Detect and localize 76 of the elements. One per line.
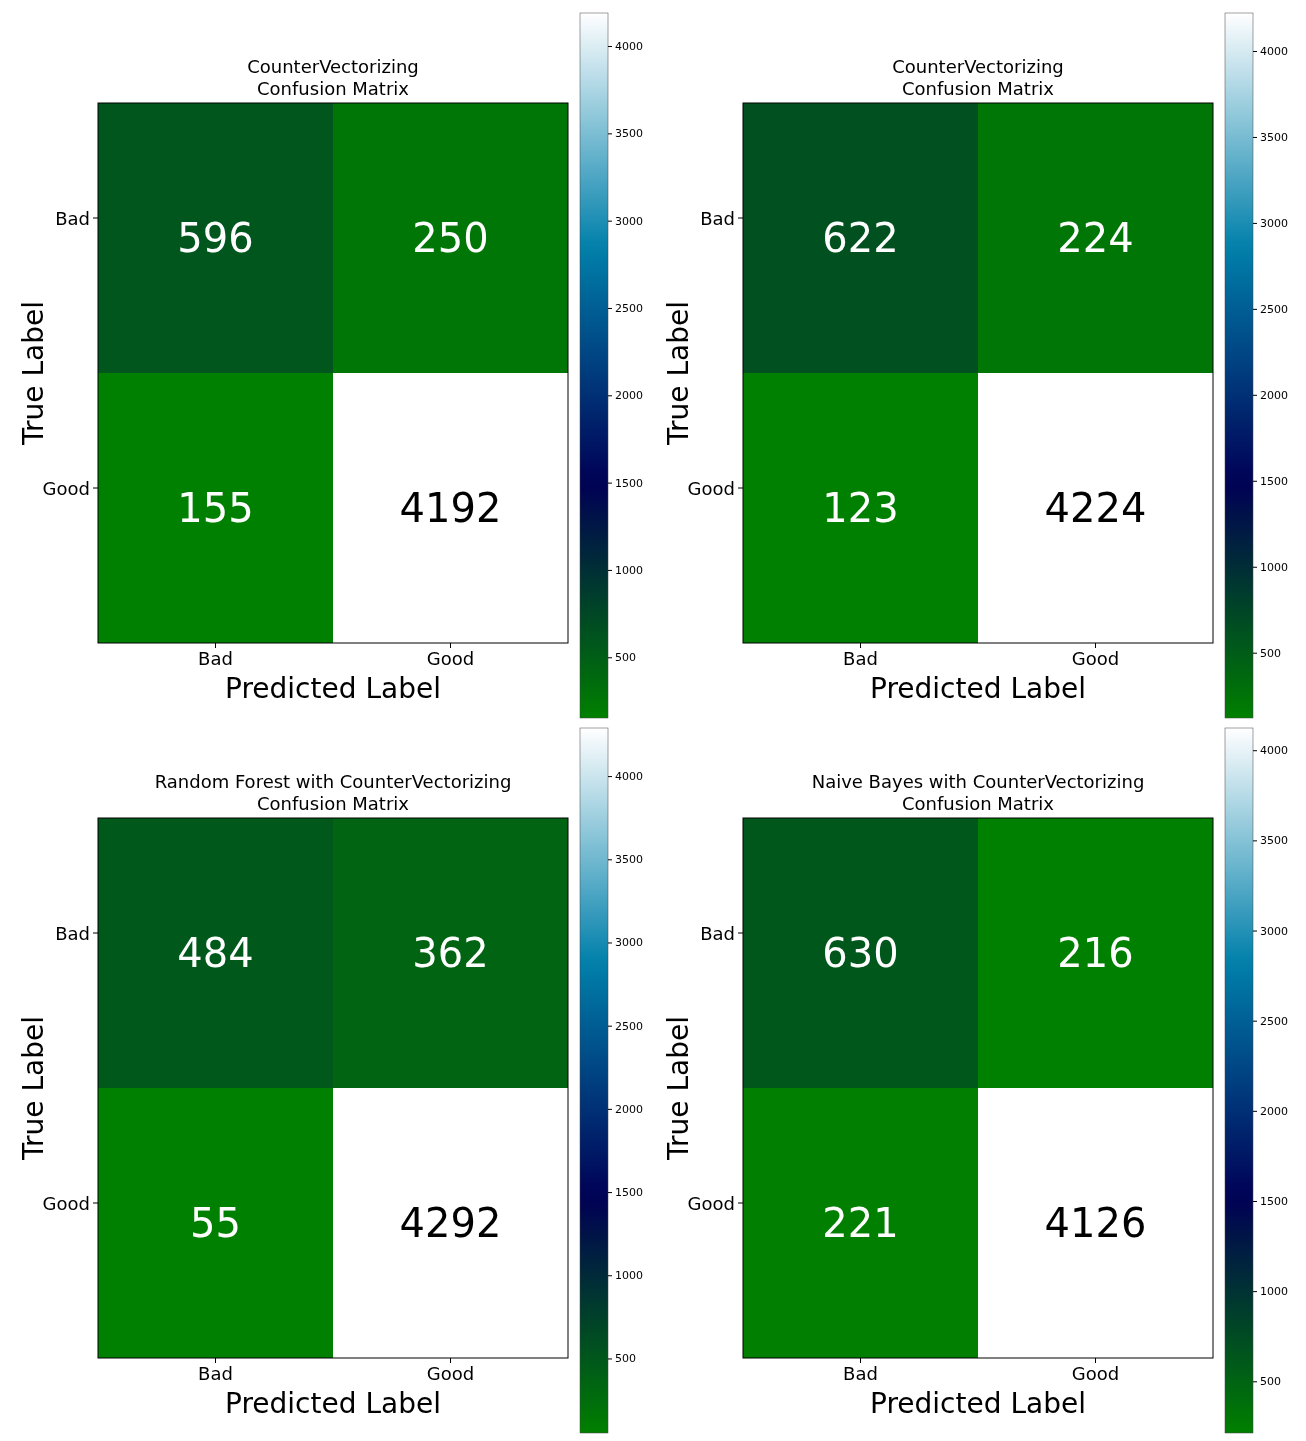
x-axis-title: Predicted Label: [870, 1387, 1086, 1420]
y-tick-label: Good: [42, 1192, 90, 1214]
color-bar-label: 1000: [615, 1269, 643, 1283]
data-label: 221: [822, 1200, 899, 1246]
color-bar-label: 2000: [615, 389, 643, 403]
y-axis-title: True Label: [17, 301, 50, 446]
x-axis-title: Predicted Label: [225, 1387, 441, 1420]
x-tick-label: Good: [1071, 648, 1120, 669]
color-bar-label: 4000: [1260, 744, 1288, 758]
color-bar-label: 3500: [1260, 834, 1288, 848]
color-bar-label: 1000: [1260, 560, 1288, 574]
data-label: 55: [190, 1200, 241, 1246]
chart-title: Random Forest with CounterVectorizing Confusion Matrix: [154, 771, 512, 814]
y-tick-label: Good: [687, 1192, 735, 1214]
color-bar-label: 1500: [1260, 1194, 1288, 1208]
x-tick-label: Good: [426, 648, 475, 669]
x-tick-label: Bad: [198, 648, 233, 669]
data-label: 250: [412, 215, 489, 261]
color-bar-label: 4000: [615, 40, 643, 54]
color-bar-label: 3000: [1260, 216, 1288, 230]
data-label: 630: [822, 930, 899, 976]
x-tick-label: Bad: [843, 1363, 878, 1384]
x-tick-label: Good: [426, 1363, 475, 1384]
y-axis-title: True Label: [17, 1016, 50, 1161]
x-tick-label: Good: [1071, 1363, 1120, 1384]
data-label: 4126: [1044, 1200, 1147, 1246]
data-label: 362: [412, 930, 489, 976]
chart-title: CounterVectorizing Confusion Matrix: [892, 56, 1064, 99]
color-bar-label: 3000: [615, 214, 643, 228]
chart-title: Naive Bayes with CounterVectorizing Confusion Matrix: [811, 771, 1145, 814]
color-bar-label: 500: [615, 651, 636, 665]
data-label: 224: [1057, 215, 1134, 261]
y-tick-label: Bad: [700, 207, 735, 229]
color-bar-label: 2000: [1260, 1104, 1288, 1118]
x-axis-title: Predicted Label: [225, 672, 441, 705]
color-bar-label: 500: [1260, 646, 1281, 660]
y-tick-label: Bad: [55, 207, 90, 229]
color-bar-label: 3000: [1260, 924, 1288, 938]
y-tick-label: Bad: [700, 922, 735, 944]
chart-title: CounterVectorizing Confusion Matrix: [247, 56, 419, 99]
color-bar-label: 3000: [615, 936, 643, 950]
color-bar-label: 1000: [615, 563, 643, 577]
color-bar-label: 1500: [615, 476, 643, 490]
color-bar-label: 2500: [615, 301, 643, 315]
data-label: 4292: [399, 1200, 502, 1246]
color-bar-label: 2500: [1260, 1014, 1288, 1028]
color-bar-label: 4000: [615, 770, 643, 784]
y-axis-title: True Label: [662, 301, 695, 446]
color-bar-label: 1500: [615, 1186, 643, 1200]
data-label: 622: [822, 215, 899, 261]
color-bar-label: 2000: [615, 1102, 643, 1116]
color-bar-label: 500: [615, 1352, 636, 1366]
data-label: 4192: [399, 485, 502, 531]
y-tick-label: Good: [42, 477, 90, 499]
color-bar-label: 2500: [615, 1019, 643, 1033]
data-label: 484: [177, 930, 254, 976]
color-bar-label: 4000: [1260, 45, 1288, 59]
color-bar-label: 3500: [615, 853, 643, 867]
data-label: 123: [822, 485, 899, 531]
x-axis-title: Predicted Label: [870, 672, 1086, 705]
color-bar-label: 3500: [615, 127, 643, 141]
color-bar-label: 500: [1260, 1375, 1281, 1389]
x-tick-label: Bad: [843, 648, 878, 669]
y-axis-title: True Label: [662, 1016, 695, 1161]
color-bar-label: 2500: [1260, 302, 1288, 316]
data-label: 4224: [1044, 485, 1147, 531]
data-label: 216: [1057, 930, 1134, 976]
color-bar-label: 2000: [1260, 388, 1288, 402]
data-label: 155: [177, 485, 254, 531]
data-label: 596: [177, 215, 254, 261]
y-tick-label: Bad: [55, 922, 90, 944]
y-tick-label: Good: [687, 477, 735, 499]
color-bar-label: 3500: [1260, 130, 1288, 144]
x-tick-label: Bad: [198, 1363, 233, 1384]
color-bar-label: 1500: [1260, 474, 1288, 488]
color-bar-label: 1000: [1260, 1285, 1288, 1299]
